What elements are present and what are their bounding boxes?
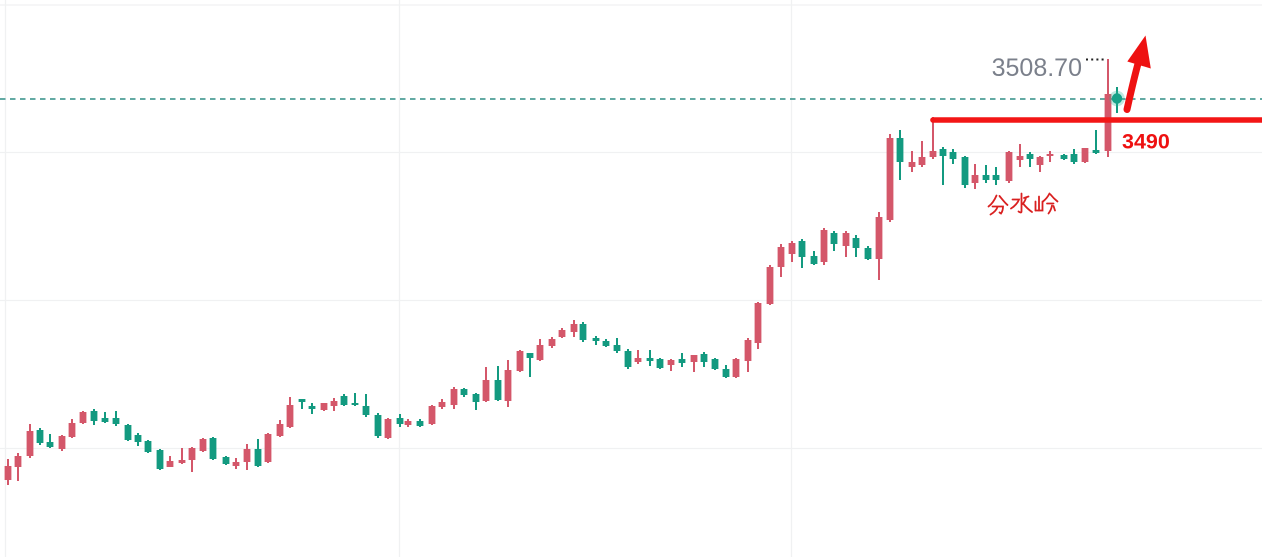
svg-text:3508.70: 3508.70: [992, 54, 1082, 82]
svg-text:3490: 3490: [1122, 130, 1170, 154]
